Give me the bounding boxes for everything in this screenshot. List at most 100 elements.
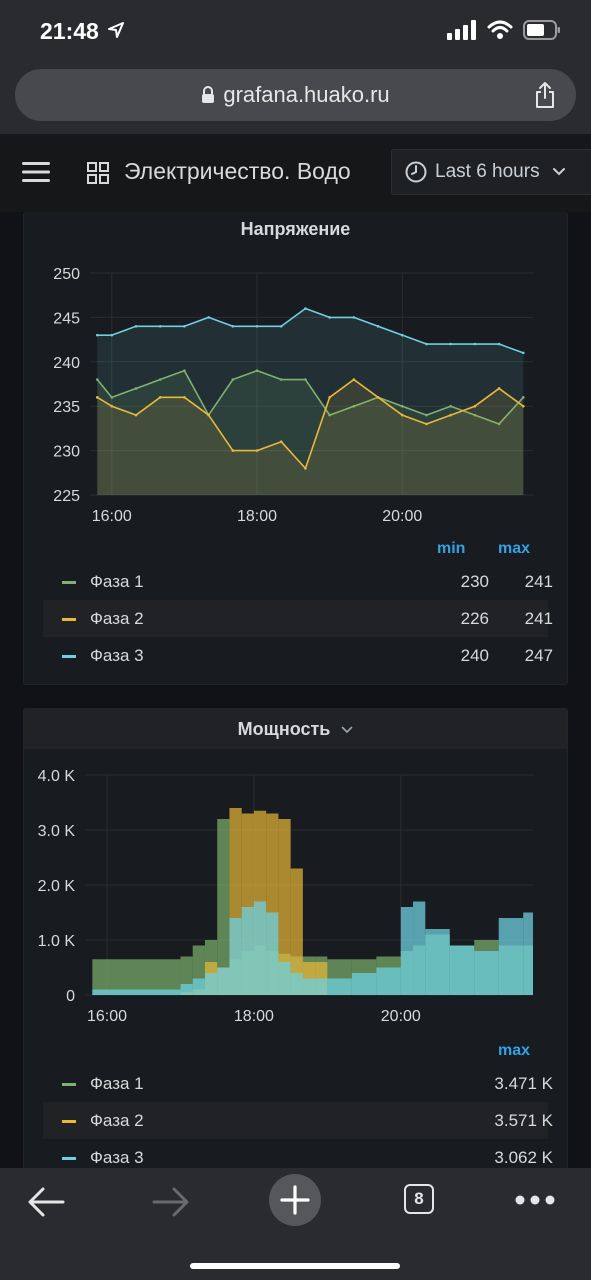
bar bbox=[449, 945, 475, 995]
y-tick-label: 240 bbox=[53, 355, 80, 372]
panel-title-text: Мощность bbox=[237, 719, 331, 739]
bar bbox=[131, 989, 156, 995]
bar bbox=[217, 819, 230, 995]
bar bbox=[131, 959, 156, 995]
data-point bbox=[110, 404, 114, 408]
legend-row[interactable]: Фаза 1 3.471 K bbox=[43, 1065, 553, 1102]
data-point bbox=[207, 316, 210, 319]
x-tick-label: 20:00 bbox=[382, 508, 422, 525]
time-range-picker[interactable]: Last 6 hours bbox=[391, 149, 591, 195]
power-chart[interactable]: 0 1.0 K 2.0 K 3.0 K 4.0 K 16:00 18:00 20:00 bbox=[24, 759, 567, 1079]
bar bbox=[192, 978, 205, 995]
x-tick-label: 18:00 bbox=[234, 1008, 274, 1025]
wifi-icon bbox=[487, 20, 513, 39]
data-point bbox=[304, 467, 307, 470]
legend-swatch bbox=[62, 655, 76, 658]
data-point bbox=[352, 316, 356, 319]
legend-swatch bbox=[62, 618, 76, 621]
bar bbox=[180, 984, 193, 995]
data-point bbox=[449, 404, 452, 408]
legend-swatch bbox=[62, 1120, 76, 1123]
legend-row[interactable]: Фаза 3 240 247 bbox=[43, 637, 553, 674]
voltage-panel: Напряжение 225 230 235 240 245 250 16:00 18:00 2… bbox=[23, 212, 568, 685]
data-point bbox=[279, 324, 283, 328]
data-point bbox=[522, 404, 525, 408]
legend-row[interactable]: Фаза 2 226 241 bbox=[43, 600, 553, 637]
home-indicator bbox=[190, 1263, 400, 1269]
address-bar[interactable]: grafana.huako.ru bbox=[15, 69, 576, 121]
legend-min: 226 bbox=[460, 609, 489, 628]
x-tick-label: 20:00 bbox=[381, 1008, 421, 1025]
data-point bbox=[522, 351, 525, 355]
data-point bbox=[328, 413, 331, 417]
new-tab-button[interactable] bbox=[269, 1174, 321, 1226]
bar bbox=[523, 912, 533, 995]
signal-icon bbox=[447, 20, 476, 40]
legend-max: 241 bbox=[524, 572, 553, 591]
dashboard-grid-icon bbox=[87, 162, 109, 184]
legend-swatch bbox=[62, 581, 76, 584]
data-point bbox=[522, 396, 525, 399]
data-point bbox=[231, 378, 235, 381]
chevron-down-icon[interactable] bbox=[341, 726, 353, 734]
grafana-header: Электричество. Водо Last 6 hours bbox=[0, 134, 591, 212]
legend-header-min[interactable]: min bbox=[437, 540, 466, 557]
legend-series-name: Фаза 3 bbox=[90, 1148, 144, 1167]
panel-title[interactable]: Напряжение bbox=[240, 219, 351, 239]
forward-arrow-icon[interactable] bbox=[152, 1186, 190, 1218]
share-icon[interactable] bbox=[534, 81, 556, 109]
data-point bbox=[95, 378, 99, 381]
bar bbox=[290, 973, 303, 995]
legend-max: 3.471 K bbox=[494, 1074, 553, 1093]
y-tick-label: 2.0 K bbox=[38, 878, 76, 895]
data-point bbox=[497, 342, 501, 346]
data-point bbox=[95, 333, 99, 337]
menu-icon[interactable] bbox=[22, 162, 50, 182]
legend-min: 240 bbox=[460, 646, 489, 665]
lock-icon bbox=[202, 86, 215, 103]
data-point bbox=[497, 422, 501, 426]
bar bbox=[425, 929, 450, 995]
data-point bbox=[207, 413, 210, 417]
bar bbox=[241, 907, 254, 995]
legend-row[interactable]: Фаза 3 3.062 K bbox=[43, 1139, 553, 1176]
y-tick-label: 1.0 K bbox=[38, 933, 76, 950]
panel-header bbox=[24, 709, 567, 749]
data-point bbox=[425, 342, 428, 346]
data-point bbox=[255, 449, 259, 452]
bar bbox=[498, 918, 524, 995]
bar bbox=[327, 978, 352, 995]
data-point bbox=[183, 396, 186, 399]
bar bbox=[229, 918, 242, 995]
data-point bbox=[304, 378, 307, 381]
tabs-button[interactable]: 8 bbox=[404, 1184, 434, 1214]
data-point bbox=[328, 396, 331, 399]
battery-icon bbox=[523, 20, 560, 40]
legend-header-max[interactable]: max bbox=[498, 540, 531, 557]
voltage-chart[interactable]: 225 230 235 240 245 250 16:00 18:00 20:00 bbox=[24, 252, 567, 572]
data-point bbox=[376, 396, 380, 399]
data-point bbox=[110, 333, 114, 337]
power-panel: Мощность 0 1.0 K 2.0 K 3.0 K 4.0 K 16:00 18:00… bbox=[23, 708, 568, 1178]
bar bbox=[413, 901, 426, 995]
data-point bbox=[328, 316, 331, 319]
y-tick-label: 4.0 K bbox=[38, 768, 76, 785]
bar bbox=[278, 962, 291, 995]
bar bbox=[315, 978, 328, 995]
y-tick-label: 230 bbox=[53, 444, 80, 461]
data-point bbox=[134, 387, 138, 390]
panel-title[interactable]: Мощность bbox=[24, 719, 567, 740]
y-tick-label: 0 bbox=[66, 988, 75, 1005]
legend-series-name: Фаза 3 bbox=[90, 646, 144, 665]
data-point bbox=[279, 440, 283, 444]
back-arrow-icon[interactable] bbox=[27, 1186, 65, 1218]
legend-row[interactable]: Фаза 2 3.571 K bbox=[43, 1102, 553, 1139]
series-area bbox=[97, 379, 524, 495]
legend-header-max[interactable]: max bbox=[498, 1042, 531, 1059]
browser-toolbar: 8 bbox=[0, 1168, 591, 1280]
legend-row[interactable]: Фаза 1 230 241 bbox=[43, 563, 553, 600]
more-icon[interactable] bbox=[515, 1195, 555, 1205]
url-text: grafana.huako.ru bbox=[223, 82, 390, 107]
dashboard-title[interactable]: Электричество. Водо bbox=[124, 158, 351, 184]
x-tick-label: 16:00 bbox=[92, 508, 132, 525]
